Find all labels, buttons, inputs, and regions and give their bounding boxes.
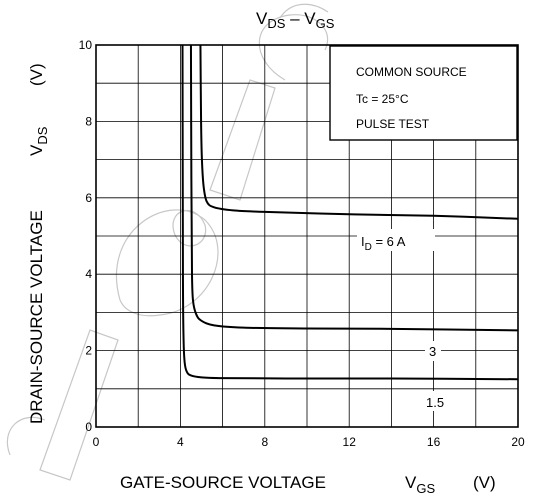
title-dash: – V [285, 9, 316, 28]
x-tick-label: 20 [511, 435, 525, 449]
title-sub1: DS [267, 16, 285, 31]
curve-label-6a-sub: D [365, 242, 372, 253]
condition-line-3: PULSE TEST [356, 117, 430, 131]
curve-labels: ID = 6 A 3 1.5 [357, 229, 449, 411]
title-sub2: GS [316, 16, 335, 31]
curve-label-bg-6a [357, 229, 435, 251]
curve-label-bg-3 [425, 341, 441, 361]
x-axis-label: GATE-SOURCE VOLTAGE [120, 473, 326, 492]
title-main: V [256, 9, 268, 28]
x-tick-label: 8 [261, 435, 268, 449]
x-axis-unit: (V) [473, 473, 496, 492]
y-axis-label: DRAIN-SOURCE VOLTAGE [27, 210, 46, 424]
curve-label-1-5: 1.5 [426, 395, 444, 410]
y-tick-label: 2 [85, 344, 92, 358]
y-tick-label: 8 [85, 114, 92, 128]
y-tick-labels: 0 2 4 6 8 10 [79, 38, 93, 434]
curve-label-6a-prefix: I [361, 234, 365, 249]
plot-frame [95, 44, 519, 428]
x-tick-label: 12 [343, 435, 357, 449]
chart-title: VDS – VGS [256, 9, 335, 31]
x-axis-symbol: VGS [405, 473, 435, 496]
condition-line-1: COMMON SOURCE [356, 65, 467, 79]
series-line-2 [189, 44, 519, 332]
x-tick-label: 0 [93, 435, 100, 449]
watermark [6, 3, 329, 481]
curve-label-bg-1-5 [423, 391, 449, 411]
series-line-1 [199, 44, 519, 220]
y-tick-label: 0 [85, 420, 92, 434]
series-line-3 [181, 44, 519, 381]
condition-line-2: Tc = 25°C [356, 92, 409, 106]
x-tick-label: 16 [427, 435, 441, 449]
condition-legend: COMMON SOURCE Tc = 25°C PULSE TEST [329, 45, 518, 141]
y-tick-label: 6 [85, 191, 92, 205]
curve-label-3: 3 [429, 344, 436, 359]
x-tick-label: 4 [177, 435, 184, 449]
data-series [181, 44, 519, 381]
y-axis-symbol-sub: DS [35, 126, 50, 144]
curve-label-6a-suffix: = 6 A [372, 234, 406, 249]
condition-box [329, 45, 518, 141]
y-axis-symbol: VDS [27, 126, 50, 156]
x-axis-symbol-sub: GS [416, 481, 435, 496]
y-tick-label: 10 [79, 38, 93, 52]
y-axis-unit: (V) [27, 63, 46, 86]
y-axis-title: DRAIN-SOURCE VOLTAGE VDS (V) [27, 63, 50, 424]
x-tick-labels: 0 4 8 12 16 20 [93, 435, 525, 449]
curve-label-6a: ID = 6 A [361, 234, 406, 253]
x-axis-title: GATE-SOURCE VOLTAGE VGS (V) [120, 473, 496, 496]
x-axis-symbol-main: V [405, 473, 417, 492]
y-tick-label: 4 [85, 267, 92, 281]
y-axis-symbol-main: V [27, 144, 46, 156]
